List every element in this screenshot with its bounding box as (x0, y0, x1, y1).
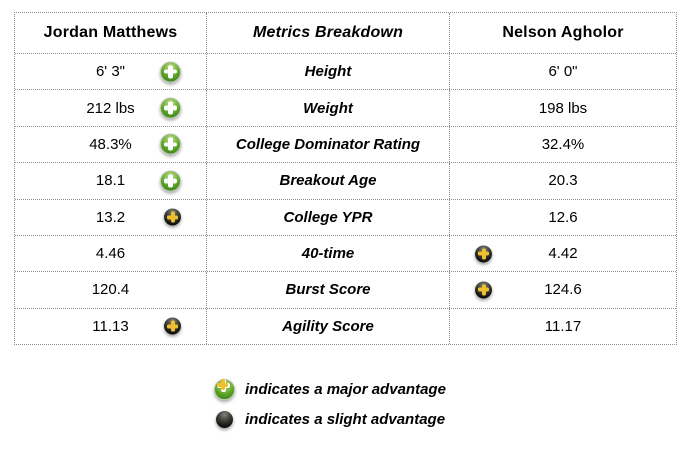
metric-label: Burst Score (285, 281, 371, 299)
jordan-value: 13.2 (95, 208, 126, 226)
legend: indicates a major advantage indicates a … (214, 376, 446, 432)
nelson-value: 32.4% (541, 135, 585, 153)
nelson-value: 4.42 (548, 245, 578, 263)
metric-cell: College Dominator Rating (207, 126, 450, 163)
table-row-breakout-age: 18.1 Breakout Age 20.3 (15, 163, 676, 200)
nelson-cell: 32.4% (450, 127, 676, 162)
metric-label: College Dominator Rating (235, 135, 421, 153)
jordan-cell: 48.3% (15, 126, 207, 163)
major-advantage-icon (160, 133, 181, 155)
metric-cell: Breakout Age (207, 163, 450, 199)
major-advantage-icon (214, 378, 235, 400)
nelson-cell: 4.42 (450, 236, 676, 271)
jordan-cell: 6' 3" (15, 54, 207, 90)
metric-cell: Height (207, 54, 450, 90)
metric-label: Weight (303, 99, 353, 117)
jordan-cell: 120.4 (15, 272, 207, 308)
metric-label: Height (304, 63, 352, 81)
column-header-metrics-breakdown: Metrics Breakdown (207, 13, 450, 53)
slight-advantage-icon (164, 208, 181, 226)
slight-advantage-icon (216, 410, 233, 428)
nelson-cell: 11.17 (450, 309, 676, 344)
nelson-cell: 12.6 (450, 200, 676, 235)
jordan-value: 11.13 (92, 317, 129, 335)
major-advantage-icon (160, 97, 181, 119)
nelson-value: 12.6 (548, 208, 578, 226)
jordan-value: 6' 3" (95, 63, 126, 81)
table-row-agility-score: 11.13 Agility Score 11.17 (15, 308, 676, 344)
jordan-cell: 13.2 (15, 199, 207, 235)
metric-cell: 40-time (207, 235, 450, 272)
metric-label: College YPR (283, 208, 373, 226)
metric-label: Breakout Age (279, 172, 377, 190)
slight-advantage-icon (475, 245, 492, 263)
nelson-cell: 124.6 (450, 272, 676, 307)
jordan-value: 18.1 (95, 172, 126, 190)
metric-cell: Burst Score (207, 272, 450, 308)
nelson-value: 198 lbs (538, 99, 588, 117)
metric-cell: College YPR (207, 199, 450, 235)
nelson-cell: 20.3 (450, 163, 676, 198)
table-row-40-time: 4.46 40-time 4.42 (15, 235, 676, 273)
column-header-jordan-matthews: Jordan Matthews (15, 13, 207, 53)
major-advantage-icon (160, 170, 181, 192)
metric-label: Agility Score (282, 317, 374, 335)
jordan-cell: 18.1 (15, 163, 207, 199)
table-row-college-ypr: 13.2 College YPR 12.6 (15, 199, 676, 236)
slight-advantage-icon (164, 317, 181, 335)
legend-major-text: indicates a major advantage (245, 380, 446, 398)
metric-cell: Agility Score (207, 308, 450, 344)
legend-major-advantage: indicates a major advantage (214, 376, 446, 402)
nelson-value: 124.6 (544, 281, 582, 299)
nelson-cell: 6' 0" (450, 54, 676, 89)
jordan-value: 120.4 (91, 281, 130, 299)
table-row-dominator: 48.3% College Dominator Rating 32.4% (15, 126, 676, 164)
jordan-cell: 4.46 (15, 235, 207, 272)
slight-advantage-icon (475, 281, 492, 299)
jordan-cell: 212 lbs (15, 90, 207, 126)
jordan-cell: 11.13 (15, 308, 207, 344)
table-row-weight: 212 lbs Weight 198 lbs (15, 90, 676, 127)
nelson-value: 6' 0" (548, 63, 578, 81)
jordan-value: 212 lbs (86, 99, 135, 117)
nelson-value: 20.3 (548, 172, 578, 190)
table-row-burst-score: 120.4 Burst Score 124.6 (15, 272, 676, 309)
column-header-nelson-agholor: Nelson Agholor (502, 24, 624, 41)
jordan-value: 4.46 (95, 245, 126, 263)
jordan-value: 48.3% (89, 135, 132, 153)
metric-label: 40-time (301, 245, 355, 263)
comparison-table: Jordan Matthews Metrics Breakdown Nelson… (14, 12, 677, 345)
metric-cell: Weight (207, 90, 450, 126)
legend-slight-text: indicates a slight advantage (245, 410, 446, 428)
major-advantage-icon (160, 61, 181, 83)
nelson-value: 11.17 (544, 317, 582, 335)
nelson-cell: 198 lbs (450, 90, 676, 125)
legend-slight-advantage: indicates a slight advantage (214, 406, 446, 432)
header-row: Jordan Matthews Metrics Breakdown Nelson… (15, 13, 676, 54)
table-row-height: 6' 3" Height 6' 0" (15, 54, 676, 91)
